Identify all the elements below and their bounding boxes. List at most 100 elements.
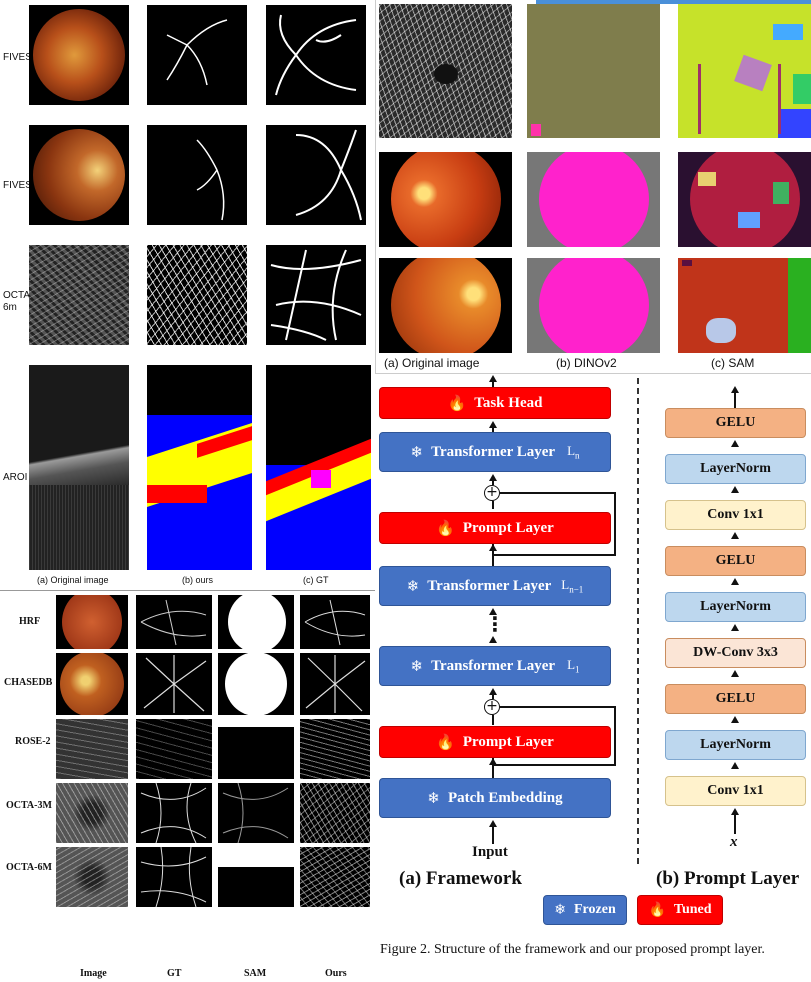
add-icon: + [484, 485, 500, 501]
row-label-octa-6m: OCTA-6M [6, 862, 52, 873]
arrow-up-icon [731, 440, 739, 447]
prompt-block-gelu: GELU [665, 546, 806, 576]
caption-ours: (b) ours [182, 575, 214, 585]
caption-original-image: (a) Original image [37, 575, 109, 585]
arrow-up-icon [489, 375, 497, 382]
caption-gt: (c) GT [303, 575, 329, 585]
oct-image [29, 365, 129, 570]
ground-truth-image [266, 365, 371, 570]
snowflake-icon: ❄ [427, 789, 440, 807]
arrow-up-icon [731, 486, 739, 493]
ground-truth-image [266, 125, 366, 225]
vessel-lines [166, 19, 228, 86]
fundus-image [29, 5, 129, 105]
col-label-sam: SAM [244, 968, 267, 979]
sam-output-image [678, 258, 811, 353]
framework-diagram: 🔥 Task Head ❄ Transformer Layer Ln + 🔥 Prom… [375, 373, 811, 982]
snowflake-icon: ❄ [410, 443, 424, 461]
row-label-aroi: AROI [3, 472, 28, 483]
arrow-up-icon [731, 578, 739, 585]
vessel-lines [143, 655, 207, 713]
fundus-image [56, 653, 128, 715]
prompt-block-gelu: GELU [665, 684, 806, 714]
caption-dinov2: (b) DINOv2 [556, 356, 617, 370]
prediction-image [300, 719, 370, 779]
octa-image [29, 245, 129, 345]
prompt-block-gelu: GELU [665, 408, 806, 438]
arrow-up-icon [489, 421, 497, 428]
caption-sam: (c) SAM [711, 356, 755, 370]
prompt-block-layernorm: LayerNorm [665, 454, 806, 484]
arrow-up-icon [489, 474, 497, 481]
arrow-up-icon [489, 820, 497, 827]
prompt-block-dwconv: DW-Conv 3x3 [665, 638, 806, 668]
row-label-chasedb: CHASEDB [4, 677, 53, 688]
prediction-image [300, 653, 370, 715]
vessel-lines [295, 129, 362, 221]
prompt-layer-title: (b) Prompt Layer [656, 868, 800, 889]
prompt-layer-block-lower: 🔥 Prompt Layer [379, 726, 611, 758]
vessel-lines [140, 783, 207, 843]
ground-truth-image [136, 783, 212, 843]
framework-title: (a) Framework [399, 868, 522, 889]
vessel-lines [140, 599, 207, 646]
col-label-image: Image [80, 968, 107, 979]
snowflake-icon: ❄ [554, 902, 566, 918]
vessel-prediction-image [147, 5, 247, 105]
fundus-image [56, 595, 128, 649]
figure-caption: Figure 2. Structure of the framework and… [380, 942, 765, 957]
skip-connection [492, 764, 616, 766]
sam-output-image [678, 4, 811, 138]
row-label-hrf: HRF [19, 616, 41, 627]
row-label-octa-3m: OCTA-3M [6, 800, 52, 811]
legend-frozen: ❄ Frozen [543, 895, 627, 925]
input-variable-x: x [730, 834, 738, 850]
transformer-layer-n-1-block: ❄ Transformer Layer Ln−1 [379, 566, 611, 606]
patch-embedding-block: ❄ Patch Embedding [379, 778, 611, 818]
row-label-rose-2: ROSE-2 [15, 736, 51, 747]
ground-truth-image [266, 5, 366, 105]
snowflake-icon: ❄ [410, 657, 424, 675]
input-label: Input [472, 844, 508, 860]
sam-output-image [218, 653, 294, 715]
arrow-up-icon [731, 670, 739, 677]
layer-prediction-image [147, 365, 252, 570]
flame-icon: 🔥 [436, 519, 455, 537]
octa-image [56, 783, 128, 843]
octa-image [379, 4, 512, 138]
fundus-image [379, 152, 512, 247]
octa-image [56, 847, 128, 907]
row-label-fives-1: FIVES [3, 52, 32, 63]
panel-top-left: FIVES FIVES OCTA 6m AROI [0, 0, 375, 590]
vessel-lines [140, 847, 207, 907]
vessel-lines [270, 249, 362, 341]
skip-connection [500, 492, 616, 556]
flame-icon: 🔥 [447, 394, 467, 412]
transformer-layer-n-block: ❄ Transformer Layer Ln [379, 432, 611, 472]
arrow-up-icon [489, 608, 497, 615]
arrow-up-icon [489, 688, 497, 695]
ground-truth-image [136, 847, 212, 907]
divider-dashed [637, 378, 639, 864]
ellipsis-dots: ⋮ [485, 612, 505, 636]
skip-connection [492, 554, 616, 556]
flame-icon: 🔥 [648, 902, 666, 918]
ground-truth-image [136, 719, 212, 779]
prompt-block-conv1x1: Conv 1x1 [665, 500, 806, 530]
prompt-block-conv1x1: Conv 1x1 [665, 776, 806, 806]
task-head-block: 🔥 Task Head [379, 387, 611, 419]
vessel-lines [305, 655, 366, 713]
skip-connection [500, 706, 616, 766]
snowflake-icon: ❄ [406, 577, 420, 595]
ground-truth-image [136, 653, 212, 715]
arrow-up-icon [731, 762, 739, 769]
vessel-lines [275, 14, 357, 96]
prompt-block-layernorm: LayerNorm [665, 592, 806, 622]
prediction-image [300, 847, 370, 907]
vessel-lines [222, 783, 289, 843]
panel-bottom-left: HRF CHASEDB ROSE-2 OCTA-3M OCTA-6M Image… [0, 590, 375, 982]
vessel-lines [196, 139, 225, 221]
row-label-octa-6m: OCTA 6m [3, 290, 30, 313]
prompt-layer-block-upper: 🔥 Prompt Layer [379, 512, 611, 544]
arrow-up-icon [489, 758, 497, 765]
